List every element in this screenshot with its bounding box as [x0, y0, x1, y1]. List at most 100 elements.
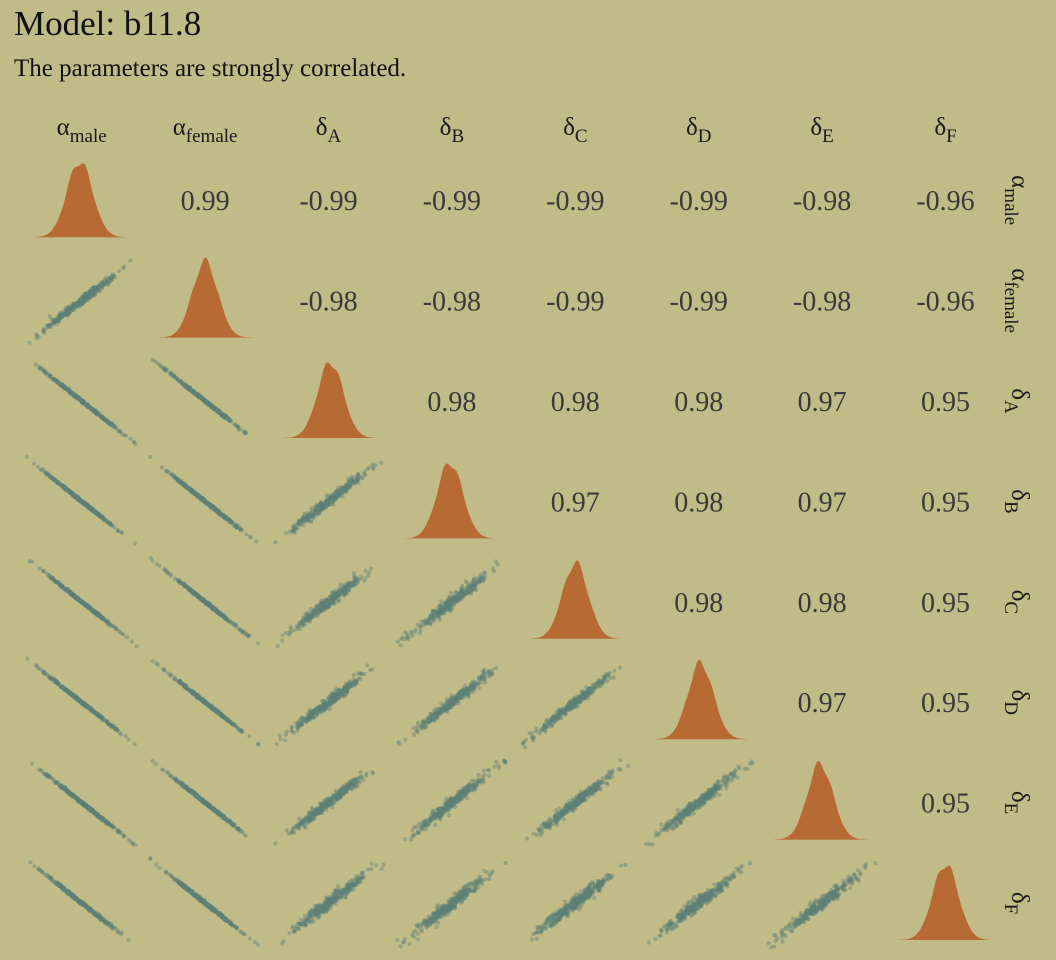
scatter-point [55, 316, 60, 321]
scatter-point [169, 672, 174, 677]
scatter-point [172, 677, 177, 682]
scatter-point [80, 299, 85, 304]
scatter-point [307, 713, 312, 718]
scatter-panels [24, 258, 878, 950]
scatter-delta_A-vs-alpha_female [150, 357, 249, 436]
scatter-point [397, 741, 402, 746]
scatter-point [31, 461, 36, 466]
scatter-point [415, 720, 421, 726]
scatter-point [373, 463, 378, 468]
scatter-point [76, 300, 81, 305]
scatter-point [86, 293, 91, 298]
scatter-point [85, 292, 90, 298]
scatter-point [328, 698, 334, 703]
scatter-point [54, 316, 59, 321]
scatter-point [344, 482, 349, 487]
scatter-point [91, 292, 96, 297]
scatter-point [53, 317, 58, 322]
scatter-point [122, 264, 127, 269]
scatter-point [108, 279, 113, 284]
scatter-point [67, 307, 72, 312]
scatter-point [89, 292, 95, 297]
scatter-point [314, 713, 319, 718]
scatter-point [75, 300, 80, 305]
scatter-point [74, 302, 79, 307]
scatter-point [64, 312, 69, 317]
scatter-point [148, 555, 153, 561]
scatter-point [81, 297, 86, 303]
scatter-point [369, 566, 374, 571]
scatter-point [101, 280, 106, 285]
scatter-point [351, 571, 357, 576]
scatter-point [85, 294, 91, 300]
scatter-point [69, 307, 75, 313]
scatter-point [73, 301, 79, 307]
scatter-point [65, 309, 70, 314]
scatter-point [77, 299, 82, 304]
scatter-point [98, 283, 103, 288]
scatter-point [57, 311, 62, 316]
scatter-point [37, 566, 42, 571]
scatter-point [25, 656, 30, 661]
scatter-point [328, 693, 333, 699]
scatter-point [58, 313, 63, 318]
scatter-point [76, 303, 81, 308]
scatter-point [71, 305, 76, 310]
scatter-point [98, 414, 103, 419]
scatter-point [117, 269, 122, 274]
scatter-point [405, 635, 410, 641]
scatter-point [280, 638, 285, 643]
scatter-point [80, 299, 85, 304]
scatter-point [119, 529, 124, 534]
scatter-point [181, 684, 187, 689]
scatter-point [332, 497, 337, 502]
scatter-point [33, 362, 39, 367]
scatter-point [70, 306, 76, 311]
scatter-point [41, 327, 46, 332]
scatter-point [165, 469, 170, 474]
scatter-point [222, 413, 227, 418]
scatter-point [98, 282, 103, 287]
scatter-point [86, 295, 91, 301]
scatter-point [92, 287, 97, 292]
scatter-point [47, 324, 52, 330]
scatter-point [87, 289, 92, 294]
scatter-point [80, 299, 85, 304]
scatter-point [94, 287, 100, 292]
scatter-point [297, 518, 302, 523]
scatter-point [89, 288, 94, 293]
scatter-point [58, 314, 63, 319]
scatter-point [91, 292, 96, 297]
scatter-point [396, 639, 401, 644]
scatter-point [75, 596, 80, 601]
scatter-point [59, 584, 64, 589]
scatter-point [330, 596, 335, 602]
scatter-point [337, 590, 342, 596]
scatter-point [75, 303, 80, 308]
scatter-point [55, 318, 60, 324]
scatter-point [333, 695, 338, 701]
scatter-point [88, 289, 93, 294]
scatter-point [91, 291, 96, 296]
scatter-point [42, 327, 47, 332]
scatter-point [409, 629, 414, 634]
scatter-point [446, 704, 451, 710]
scatter-point [63, 305, 68, 310]
scatter-point [237, 726, 242, 732]
scatter-point [91, 291, 96, 296]
scatter-point [201, 496, 206, 501]
scatter-point [227, 619, 233, 624]
scatter-point [36, 334, 41, 339]
scatter-point [91, 289, 96, 294]
scatter-point [63, 311, 68, 316]
scatter-point [97, 283, 102, 288]
scatter-point [77, 298, 82, 303]
scatter-point [89, 286, 94, 292]
scatter-point [65, 309, 70, 314]
scatter-point [72, 302, 77, 308]
scatter-point [102, 281, 107, 286]
scatter-point [66, 308, 71, 313]
scatter-point [78, 700, 83, 705]
scatter-point [302, 622, 308, 627]
scatter-point [334, 686, 339, 691]
